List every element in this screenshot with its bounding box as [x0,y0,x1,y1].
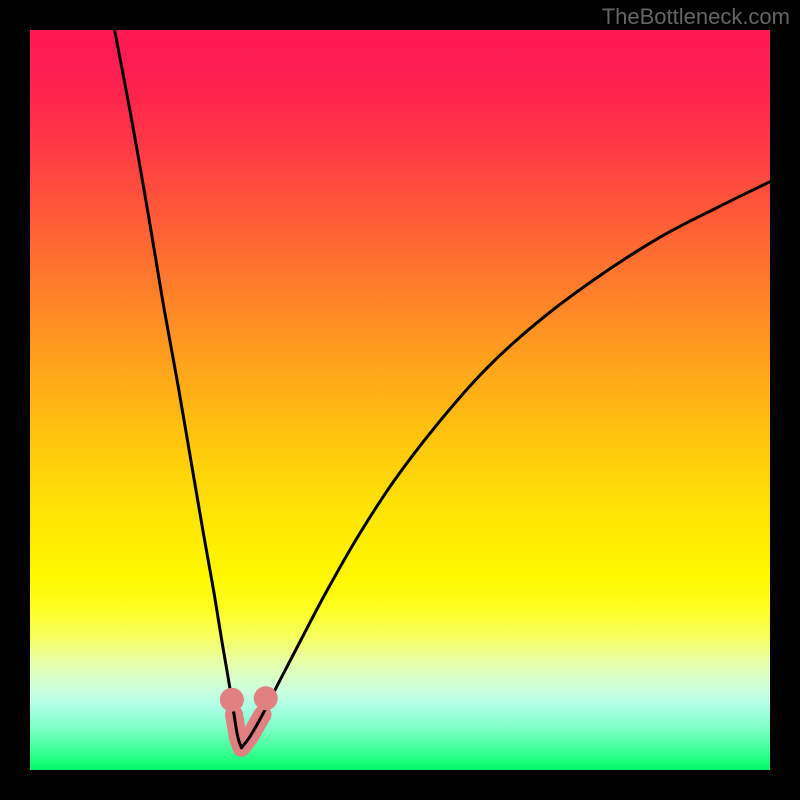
bottleneck-chart [0,0,800,800]
marker-dot-1 [254,686,278,710]
watermark-text: TheBottleneck.com [602,4,790,30]
chart-frame: TheBottleneck.com [0,0,800,800]
marker-dot-0 [220,688,244,712]
gradient-background [30,30,770,770]
